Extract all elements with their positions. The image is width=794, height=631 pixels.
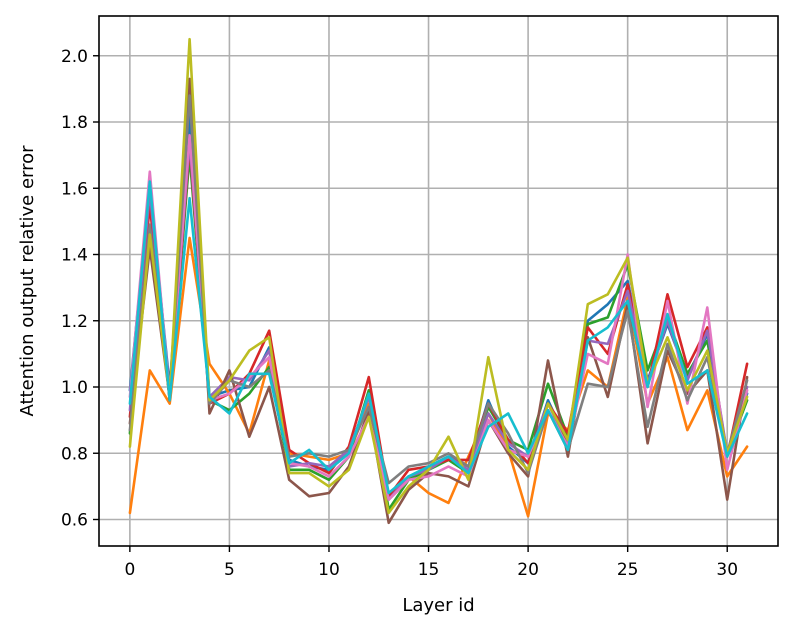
x-axis-ticks: 0 5 10 15 20 25 30 xyxy=(124,546,738,580)
x-tick-label-10: 10 xyxy=(318,560,340,580)
series-line-8 xyxy=(128,94,749,485)
series-line-3 xyxy=(128,153,749,511)
x-tick-label-15: 15 xyxy=(418,560,440,580)
x-axis-label: Layer id xyxy=(402,595,474,616)
series-line-9 xyxy=(128,37,749,515)
series-line-1 xyxy=(128,114,749,501)
series-line-6 xyxy=(128,77,749,525)
series-line-10 xyxy=(128,180,749,495)
y-axis-label: Attention output relative error xyxy=(17,145,38,417)
x-tick-label-25: 25 xyxy=(617,560,639,580)
y-tick-label-1: 0.8 xyxy=(61,444,88,464)
x-tick-label-0: 0 xyxy=(124,560,135,580)
y-tick-label-5: 1.6 xyxy=(61,179,88,199)
plot-frame xyxy=(98,15,779,547)
y-tick-label-0: 0.6 xyxy=(61,511,88,531)
x-tick-label-5: 5 xyxy=(224,560,235,580)
y-tick-label-3: 1.2 xyxy=(61,312,88,332)
y-tick-label-4: 1.4 xyxy=(61,246,88,266)
y-tick-label-6: 1.8 xyxy=(61,113,88,133)
y-tick-label-7: 2.0 xyxy=(61,47,88,67)
y-axis-ticks: 0.6 0.8 1.0 1.2 1.4 1.6 1.8 2.0 xyxy=(61,47,99,531)
x-tick-label-20: 20 xyxy=(517,560,539,580)
series-lines xyxy=(128,37,749,525)
y-tick-label-2: 1.0 xyxy=(61,378,88,398)
series-line-7 xyxy=(128,134,749,501)
x-tick-label-30: 30 xyxy=(716,560,738,580)
